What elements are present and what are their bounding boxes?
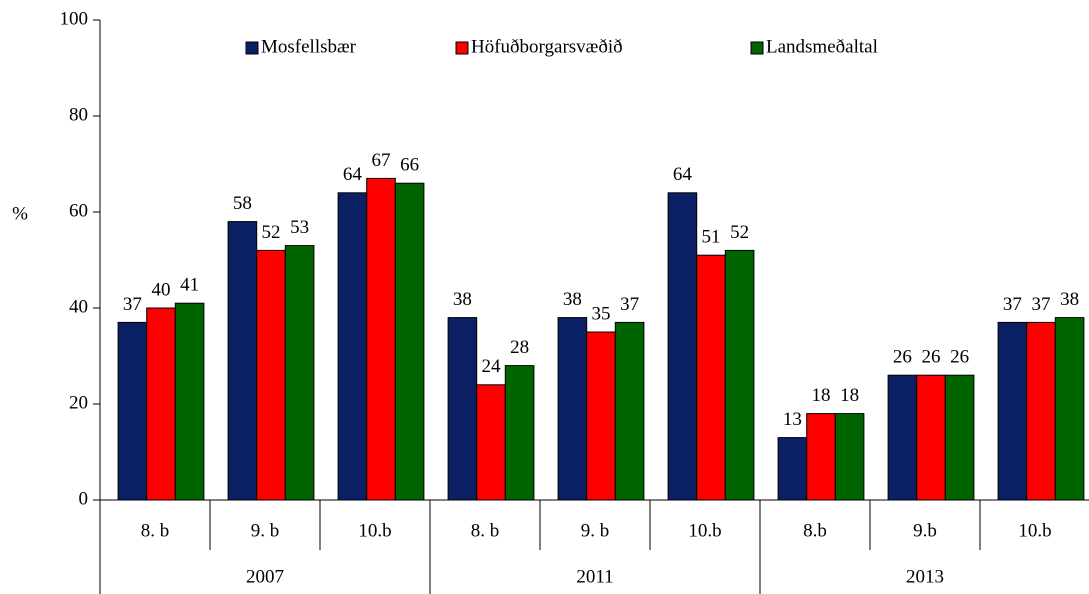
x-tick-label: 9.b (913, 520, 937, 541)
y-tick-label: 100 (60, 8, 89, 29)
bar (916, 374, 946, 501)
bar (394, 182, 425, 501)
value-label: 41 (180, 275, 199, 296)
group-label: 2007 (246, 566, 284, 587)
legend-swatch (245, 41, 259, 55)
legend-swatch (455, 41, 469, 55)
value-label: 58 (233, 193, 252, 214)
value-label: 64 (343, 164, 363, 185)
bar (586, 331, 616, 501)
y-tick-label: 40 (69, 296, 88, 317)
value-label: 18 (812, 385, 831, 406)
value-label: 28 (510, 337, 529, 358)
value-label: 37 (620, 294, 639, 315)
x-tick-label: 8. b (141, 520, 170, 541)
value-label: 24 (482, 356, 502, 377)
bar (174, 302, 205, 501)
bar (696, 254, 726, 501)
bar (777, 437, 808, 501)
value-label: 52 (262, 222, 281, 243)
value-label: 67 (372, 150, 391, 171)
bar (227, 221, 258, 501)
value-label: 26 (950, 347, 969, 368)
bar (366, 177, 396, 501)
y-axis-label: % (12, 203, 28, 224)
x-tick-label: 8.b (803, 520, 827, 541)
x-tick-label: 10.b (358, 520, 391, 541)
bar (806, 413, 836, 501)
bar (504, 365, 535, 501)
bar (887, 374, 918, 501)
legend-swatch (750, 41, 764, 55)
legend-label: Landsmeðaltal (766, 36, 878, 57)
value-label: 51 (702, 227, 721, 248)
bar (997, 321, 1028, 501)
bar (284, 245, 315, 501)
bar (337, 192, 368, 501)
bar (117, 321, 148, 501)
x-tick-label: 10.b (1018, 520, 1051, 541)
y-tick-label: 60 (69, 200, 88, 221)
bar (667, 192, 698, 501)
value-label: 26 (922, 347, 941, 368)
value-label: 52 (730, 222, 749, 243)
bar (256, 249, 286, 501)
value-label: 18 (840, 385, 859, 406)
bar (447, 317, 478, 501)
bar (834, 413, 865, 501)
value-label: 38 (453, 289, 472, 310)
value-label: 53 (290, 217, 309, 238)
value-label: 37 (1003, 294, 1022, 315)
value-label: 66 (400, 155, 419, 176)
value-label: 40 (152, 279, 171, 300)
value-label: 38 (1060, 289, 1079, 310)
value-label: 35 (592, 303, 611, 324)
value-label: 13 (783, 409, 802, 430)
bar (146, 307, 176, 501)
x-tick-label: 8. b (471, 520, 500, 541)
value-label: 64 (673, 164, 693, 185)
y-tick-label: 80 (69, 104, 88, 125)
x-tick-label: 9. b (251, 520, 280, 541)
bar (1054, 317, 1085, 501)
x-tick-label: 10.b (688, 520, 721, 541)
bar (944, 374, 975, 501)
bar (557, 317, 588, 501)
value-label: 37 (123, 294, 142, 315)
group-label: 2011 (576, 566, 613, 587)
value-label: 37 (1032, 294, 1051, 315)
legend-label: Mosfellsbær (261, 36, 357, 57)
y-tick-label: 20 (69, 392, 88, 413)
bar (476, 384, 506, 501)
group-label: 2013 (906, 566, 944, 587)
bar (1026, 321, 1056, 501)
bar (614, 321, 645, 501)
x-tick-label: 9. b (581, 520, 610, 541)
y-tick-label: 0 (79, 488, 89, 509)
value-label: 38 (563, 289, 582, 310)
legend-label: Höfuðborgarsvæðið (471, 36, 623, 57)
bar (724, 249, 755, 501)
value-label: 26 (893, 347, 912, 368)
